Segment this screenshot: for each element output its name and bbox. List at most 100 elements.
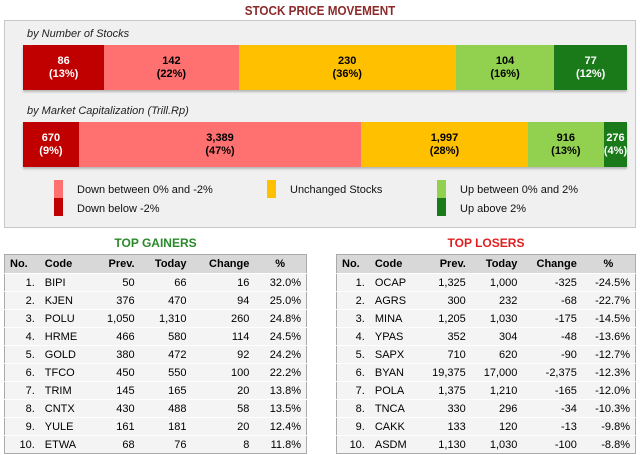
segment-value: 276 (606, 131, 625, 144)
table-cell: 24.5% (254, 327, 307, 346)
top-losers-table: No. Code Prev. Today Change% 1. OCAP 1,325 1,000… (336, 254, 636, 454)
table-cell: 17,000 (470, 363, 523, 382)
table-row: 6. BYAN 19,375 17,000 -2,375 -12.3% (336, 363, 636, 382)
bar-segment: 230 (36%) (238, 45, 456, 90)
bar-segment: 916 (13%) (527, 122, 604, 167)
table-cell: 296 (470, 399, 523, 418)
top-gainers-title: TOP GAINERS (114, 236, 197, 250)
legend-swatch-unchanged (267, 180, 276, 198)
table-cell: 380 (92, 345, 140, 364)
table-cell: 1,030 (470, 309, 523, 328)
table-cell: 24.2% (254, 345, 307, 364)
by-stocks-bar: 86 (13%) 142 (22%) 230 (36%) 104 (16%) 77 (12%) (23, 45, 627, 90)
table-cell: SAPX (369, 345, 420, 364)
table-row: 10. ETWA 68 76 8 11.8% (4, 435, 307, 454)
segment-value: 670 (41, 131, 61, 144)
table-cell: 232 (470, 291, 523, 310)
segment-percent: (12%) (575, 67, 606, 80)
table-cell: 6. (336, 363, 370, 382)
top-losers-title: TOP LOSERS (447, 236, 525, 250)
table-cell: TFCO (39, 363, 93, 382)
table-cell: -22.7% (581, 291, 636, 310)
bar-segment: 104 (16%) (455, 45, 555, 90)
table-cell: 330 (419, 399, 471, 418)
table-cell: 114 (191, 327, 255, 346)
bar-segment: 86 (13%) (23, 45, 105, 90)
table-cell: 100 (191, 363, 255, 382)
segment-value: 77 (584, 54, 597, 67)
table-cell: -12.3% (581, 363, 636, 382)
legend-down-below: Down below -2% (77, 203, 160, 215)
table-cell: TRIM (39, 381, 93, 400)
top-gainers-table: No. Code Prev. Today Change% 1. BIPI 50 66 16 32.0… (4, 254, 307, 454)
legend-swatch-up-above (437, 198, 446, 216)
table-cell: 120 (470, 417, 523, 436)
table-cell: OCAP (369, 273, 420, 292)
bar-segment: 3,389 (47%) (78, 122, 362, 167)
table-cell: YULE (39, 417, 93, 436)
column-header: Today (470, 254, 523, 274)
table-cell: 260 (191, 309, 255, 328)
table-cell: 58 (191, 399, 255, 418)
table-cell: 2. (4, 291, 40, 310)
legend-unchanged: Unchanged Stocks (290, 184, 383, 196)
table-cell: ETWA (39, 435, 93, 454)
table-cell: 6. (4, 363, 40, 382)
table-cell: 1,130 (419, 435, 471, 454)
table-cell: 9. (336, 417, 370, 436)
table-row: 8. CNTX 430 488 58 13.5% (4, 399, 307, 418)
table-cell: 488 (139, 399, 192, 418)
bar-segment: 77 (12%) (554, 45, 627, 90)
header-row: No. Code Prev. Today Change% (4, 254, 307, 274)
table-row: 7. TRIM 145 165 20 13.8% (4, 381, 307, 400)
segment-percent: (36%) (332, 67, 362, 80)
table-cell: 580 (139, 327, 192, 346)
table-cell: -13.6% (581, 327, 636, 346)
legend-up-between: Up between 0% and 2% (460, 184, 579, 196)
table-cell: 550 (139, 363, 192, 382)
table-cell: -2,375 (522, 363, 582, 382)
column-header: No. (336, 254, 370, 274)
column-header: Prev. (419, 254, 471, 274)
segment-percent: (22%) (156, 67, 187, 80)
bar-segment: 276 (4%) (604, 122, 627, 167)
table-cell: 3. (4, 309, 40, 328)
table-cell: -12.7% (581, 345, 636, 364)
segment-percent: (13%) (48, 67, 79, 80)
table-row: 5. SAPX 710 620 -90 -12.7% (336, 345, 636, 364)
table-cell: 20 (191, 381, 255, 400)
table-row: 1. OCAP 1,325 1,000 -325 -24.5% (336, 273, 636, 292)
bar-segment: 1,997 (28%) (361, 122, 528, 167)
table-cell: 4. (336, 327, 370, 346)
table-cell: -13 (522, 417, 582, 436)
table-cell: -14.5% (581, 309, 636, 328)
table-cell: -10.3% (581, 399, 636, 418)
table-cell: 165 (139, 381, 192, 400)
table-cell: 16 (191, 273, 255, 292)
table-cell: 13.5% (254, 399, 307, 418)
table-cell: 145 (92, 381, 140, 400)
table-cell: -34 (522, 399, 582, 418)
table-cell: 25.0% (254, 291, 307, 310)
header-row: No. Code Prev. Today Change% (336, 254, 636, 274)
table-cell: 32.0% (254, 273, 307, 292)
table-cell: 7. (4, 381, 40, 400)
legend-down-between: Down between 0% and -2% (77, 184, 213, 196)
bar-segment: 142 (22%) (104, 45, 239, 90)
table-cell: KJEN (39, 291, 93, 310)
by-stocks-label: by Number of Stocks (27, 28, 130, 40)
legend-swatch-down-below (54, 198, 63, 216)
table-row: 9. CAKK 133 120 -13 -9.8% (336, 417, 636, 436)
column-header: No. (4, 254, 40, 274)
table-cell: 181 (139, 417, 192, 436)
table-cell: 1,000 (470, 273, 523, 292)
segment-value: 1,997 (430, 131, 459, 144)
table-cell: 470 (139, 291, 192, 310)
table-cell: 1,205 (419, 309, 471, 328)
by-cap-label: by Market Capitalization (Trill.Rp) (27, 105, 189, 117)
table-cell: -165 (522, 381, 582, 400)
table-row: 1. BIPI 50 66 16 32.0% (4, 273, 307, 292)
table-cell: -48 (522, 327, 582, 346)
segment-value: 86 (57, 54, 70, 67)
table-cell: -325 (522, 273, 582, 292)
